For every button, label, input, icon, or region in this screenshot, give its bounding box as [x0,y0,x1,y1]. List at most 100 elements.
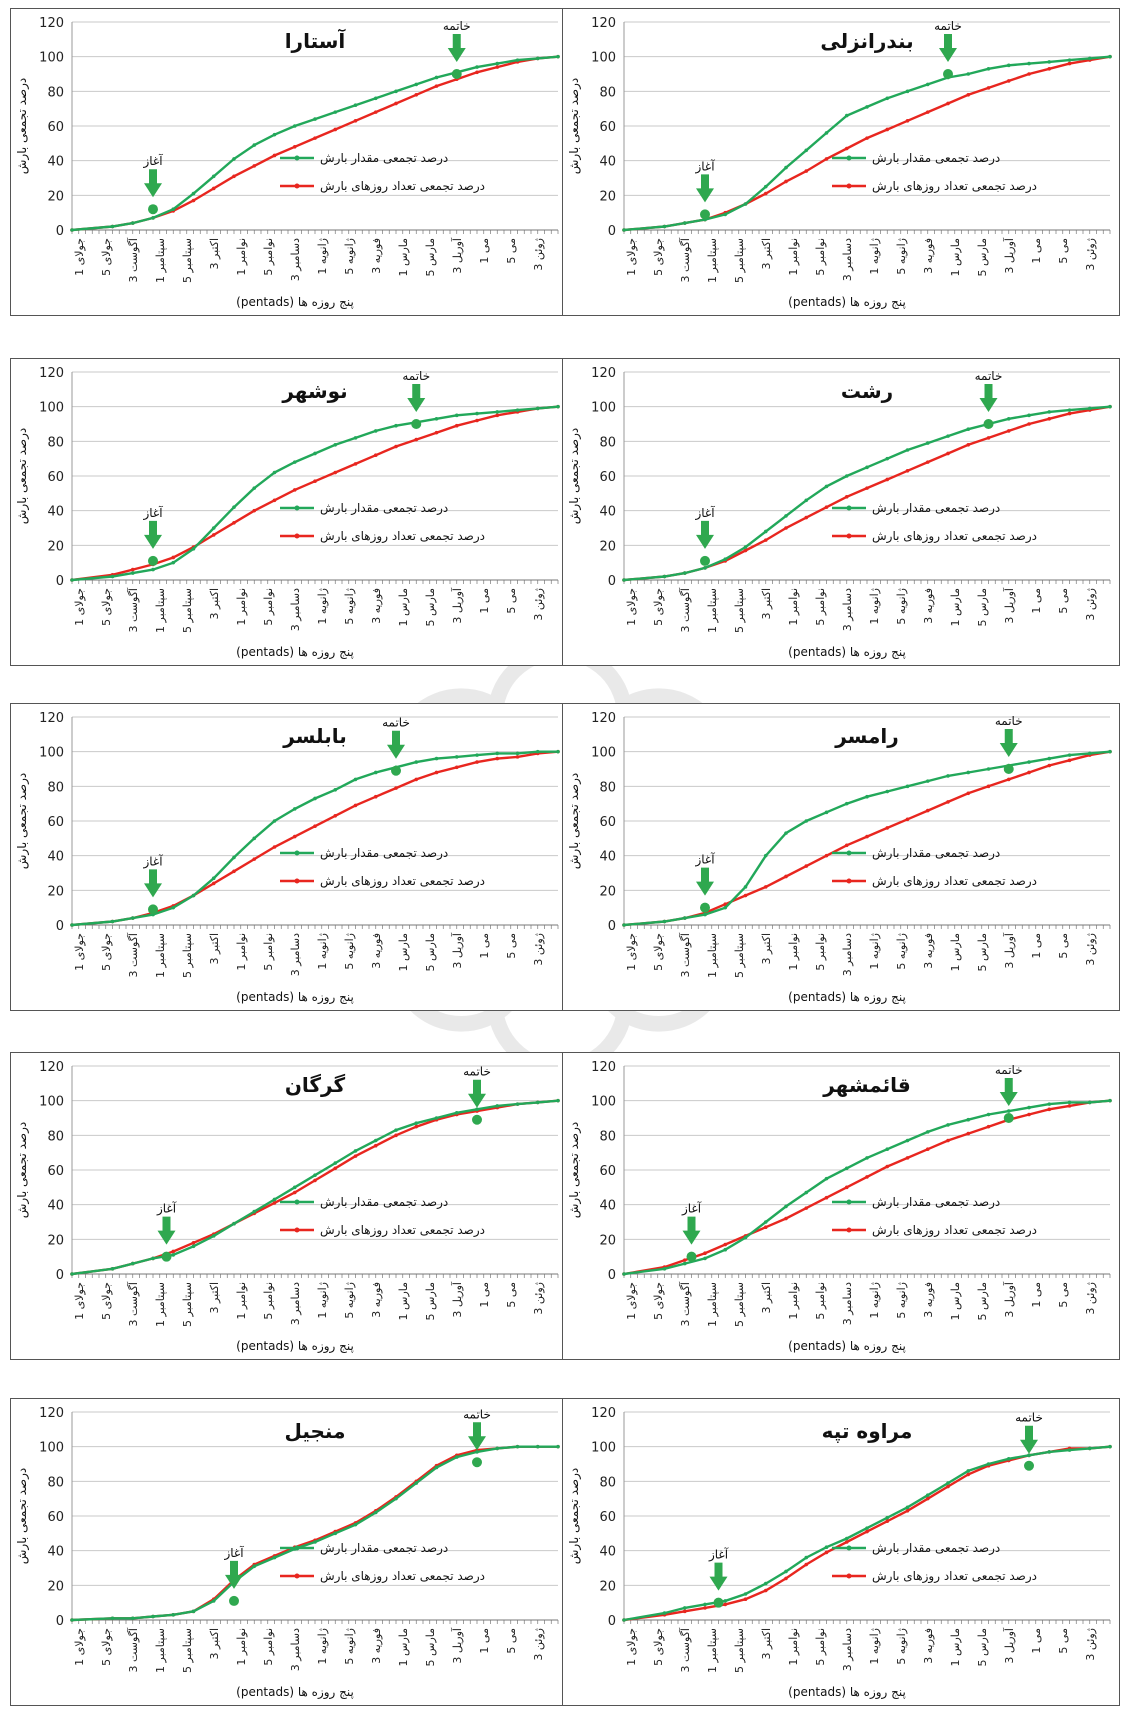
chart-panel: 0 20 40 60 80 100 120 جولای 1 جولای 5 آگوست 3 سپتا… [562,358,1120,666]
x-tick-label: آوریل 3 [1002,237,1016,274]
y-tick-label: 60 [599,815,616,830]
chart-title: رشت [841,379,893,403]
x-tick-label: می 5 [1057,588,1070,614]
x-tick-label: آگوست 3 [678,1627,692,1672]
x-tick-label: جولای 1 [625,933,638,971]
x-tick-label: نوامبر 5 [262,933,275,971]
point-rain-days [232,869,236,874]
end-arrow-icon [387,730,405,759]
point-rainfall [844,801,849,806]
point-rain-days [414,1124,419,1129]
point-rain-days [946,451,950,456]
x-tick-label: می 1 [1030,588,1043,614]
point-rain-days [515,755,520,759]
x-tick-label: دسامبر 3 [841,1628,854,1671]
point-rainfall [232,157,236,161]
point-rainfall [743,545,748,549]
end-label: خاتمه [463,1065,491,1079]
end-arrow-icon [407,384,426,412]
point-rain-days [1027,770,1031,775]
point-rain-days [905,1156,910,1160]
point-rainfall [434,75,439,80]
y-tick-label: 100 [39,1095,64,1110]
x-tick-label: جولای 5 [100,588,113,626]
point-rainfall [905,448,910,452]
onset-label: آغاز [142,853,163,869]
point-rainfall [1067,753,1072,757]
legend-rain-days: درصد تجمعی تعداد روزهای بارش [872,1223,1037,1238]
point-rainfall [556,749,560,754]
y-tick-label: 80 [599,1475,616,1490]
x-tick-label: آوریل 3 [450,237,464,274]
x-tick-label: آگوست 3 [126,932,140,977]
point-rain-days [784,179,788,184]
point-rainfall [495,1446,500,1451]
chart-title: بابلسر [282,724,347,748]
x-tick-label: فوریه 3 [370,588,383,624]
series-line-rainfall [623,55,1111,232]
point-rainfall [966,1469,971,1473]
y-tick-label: 0 [608,1268,616,1283]
point-rainfall [743,202,748,206]
x-tick-label: جولای 1 [625,588,638,626]
point-rain-days [925,808,930,813]
point-rain-days [434,430,439,435]
point-rainfall [1067,1448,1072,1452]
x-tick-label: سپتامبر 1 [706,1628,719,1673]
point-rain-days [1006,79,1011,83]
point-rainfall [353,777,358,782]
y-tick-label: 80 [47,1129,64,1144]
x-axis-label: (pentads) پنج روزه ها [236,1339,354,1354]
point-rain-days [454,765,459,770]
point-rainfall [292,460,297,464]
point-rain-days [475,70,479,75]
point-rainfall [333,1161,338,1165]
point-rainfall [824,1545,829,1549]
x-tick-label: نوامبر 1 [787,588,800,626]
x-tick-label: جولای 5 [100,1282,113,1320]
x-tick-label: مارس 1 [949,588,962,627]
point-rain-days [682,1258,687,1262]
x-tick-label: آوریل 3 [1002,932,1016,969]
point-rainfall [556,54,560,59]
x-tick-label: اکتبر 3 [760,588,773,620]
point-rainfall [1087,1446,1092,1451]
point-rainfall [454,413,459,418]
x-tick-label: مارس 1 [949,1628,962,1667]
x-tick-label: دسامبر 3 [289,1628,302,1671]
x-tick-label: دسامبر 3 [289,1282,302,1325]
legend-marker-rain-days [846,183,852,189]
x-tick-label: دسامبر 3 [841,588,854,631]
x-tick-label: ژانویه 5 [343,1628,356,1665]
point-rainfall [925,441,930,445]
x-tick-label: ژانویه 1 [316,933,329,970]
point-rainfall [844,474,849,478]
x-tick-label: مارس 1 [397,238,410,277]
point-rainfall [925,779,930,783]
point-rain-days [272,498,277,503]
onset-point [148,904,158,915]
x-tick-label: ژانویه 1 [868,1628,881,1665]
y-tick-label: 120 [591,1060,616,1075]
end-label: خاتمه [443,19,471,33]
y-tick-label: 60 [599,120,616,135]
end-point [983,419,994,429]
onset-point [713,1597,724,1608]
x-axis-label: (pentads) پنج روزه ها [236,990,354,1005]
point-rainfall [1027,61,1031,66]
onset-arrow-icon [144,520,162,549]
point-rainfall [1006,63,1011,68]
point-rainfall [130,1261,135,1266]
series-line-rain-days [623,1099,1111,1276]
point-rainfall [986,1462,991,1466]
x-tick-label: جولای 1 [73,1628,86,1666]
y-tick-label: 100 [39,51,64,66]
x-tick-label: ژانویه 5 [343,588,356,625]
x-axis-label: (pentads) پنج روزه ها [236,645,354,660]
point-rainfall [394,1496,398,1501]
point-rainfall [475,411,479,416]
point-rainfall [1047,410,1052,414]
point-rain-days [986,1124,991,1129]
y-tick-label: 20 [599,189,616,204]
chart-panel: 0 20 40 60 80 100 120 جولای 1 جولای 5 آگوست 3 سپتا… [562,1398,1120,1706]
